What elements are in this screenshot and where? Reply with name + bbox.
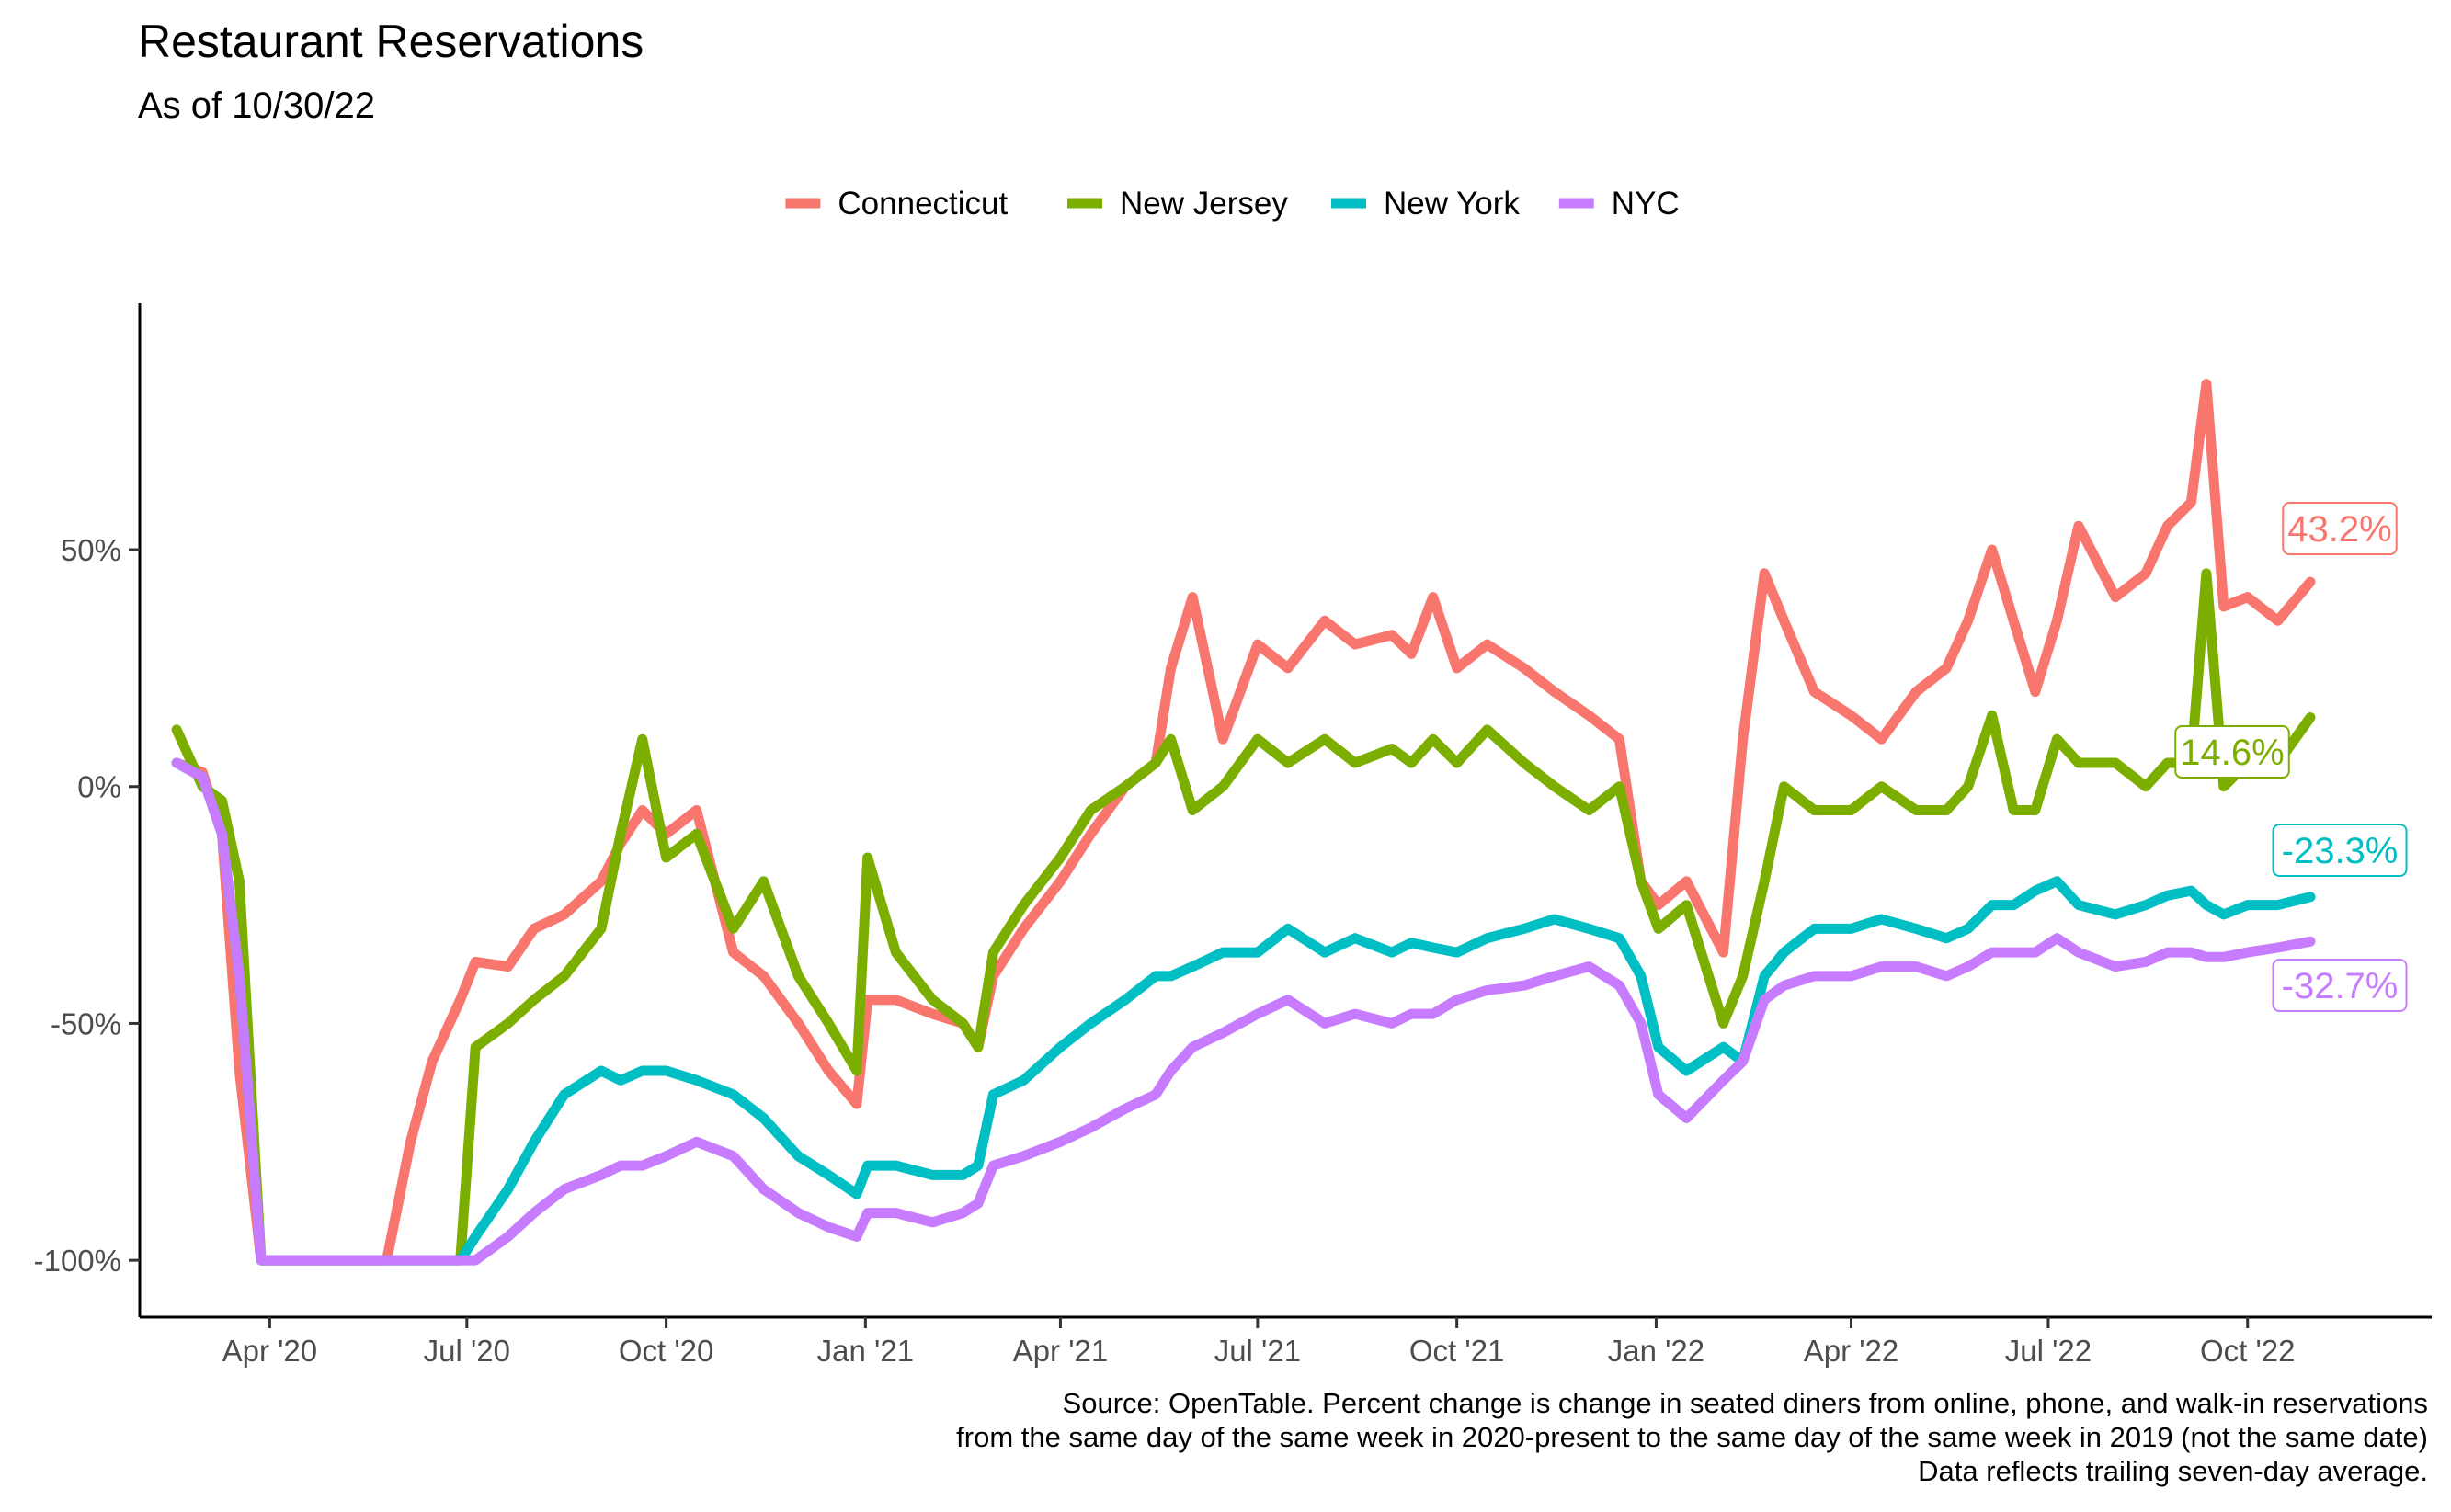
- x-tick-label: Apr '22: [1804, 1334, 1899, 1368]
- x-tick-label: Oct '22: [2200, 1334, 2296, 1368]
- legend: Connecticut New Jersey New York NYC: [785, 186, 1680, 222]
- series-line-new-jersey: [171, 568, 2316, 1266]
- legend-label: New Jersey: [1120, 186, 1288, 222]
- end-label-text: -23.3%: [2282, 831, 2399, 871]
- end-label-box: [2282, 502, 2398, 555]
- legend-item-nyc: NYC: [1558, 186, 1680, 222]
- end-labels: 43.2% 14.6% -23.3% -32.7%: [2174, 502, 2408, 1012]
- y-tick-label: -100%: [34, 1244, 121, 1278]
- legend-item-connecticut: Connecticut: [785, 186, 1009, 222]
- x-tick-label: Jul '22: [2005, 1334, 2092, 1368]
- series-line-connecticut: [171, 379, 2316, 1266]
- legend-label: NYC: [1612, 186, 1680, 222]
- legend-item-new-york: New York: [1331, 186, 1520, 222]
- series-line-nyc: [171, 757, 2316, 1266]
- end-label-box: [2272, 824, 2408, 877]
- end-label-new-york: -23.3%: [2272, 824, 2408, 877]
- caption-line-1: Source: OpenTable. Percent change is cha…: [1063, 1387, 2428, 1419]
- caption: Source: OpenTable. Percent change is cha…: [956, 1387, 2428, 1487]
- caption-line-2: from the same day of the same week in 20…: [956, 1421, 2428, 1453]
- end-label-nyc: -32.7%: [2272, 959, 2408, 1012]
- caption-line-3: Data reflects trailing seven-day average…: [1918, 1455, 2428, 1487]
- x-tick-label: Jul '21: [1214, 1334, 1301, 1368]
- legend-item-new-jersey: New Jersey: [1067, 186, 1288, 222]
- x-tick-label: Apr '21: [1013, 1334, 1109, 1368]
- end-label-box: [2174, 725, 2290, 779]
- y-tick-label: 0%: [77, 770, 121, 804]
- y-tick-label: -50%: [51, 1006, 121, 1040]
- end-label-text: -32.7%: [2282, 966, 2399, 1006]
- x-tick-label: Oct '21: [1409, 1334, 1505, 1368]
- x-tick-label: Jul '20: [424, 1334, 510, 1368]
- x-tick-label: Jan '21: [817, 1334, 914, 1368]
- end-label-box: [2272, 959, 2408, 1012]
- series-lines: [171, 379, 2316, 1266]
- chart-title: Restaurant Reservations: [138, 16, 644, 67]
- x-tick-label: Oct '20: [619, 1334, 714, 1368]
- end-label-text: 43.2%: [2287, 509, 2391, 550]
- legend-label: Connecticut: [838, 186, 1008, 222]
- y-axis: -100% -50% 0% 50%: [34, 533, 140, 1278]
- y-tick-label: 50%: [61, 533, 121, 567]
- x-axis: Apr '20 Jul '20 Oct '20 Jan '21 Apr '21 Jul '…: [222, 1317, 2296, 1368]
- chart-subtitle: As of 10/30/22: [138, 85, 375, 126]
- end-label-new-jersey: 14.6%: [2174, 725, 2290, 779]
- legend-label: New York: [1384, 186, 1520, 222]
- x-tick-label: Jan '22: [1608, 1334, 1704, 1368]
- plot-area: -100% -50% 0% 50% Apr '20 Jul '20 Oct '20 Jan …: [34, 303, 2432, 1368]
- end-label-text: 14.6%: [2180, 733, 2284, 773]
- series-line-new-york: [171, 757, 2316, 1266]
- end-label-connecticut: 43.2%: [2282, 502, 2398, 555]
- x-tick-label: Apr '20: [222, 1334, 318, 1368]
